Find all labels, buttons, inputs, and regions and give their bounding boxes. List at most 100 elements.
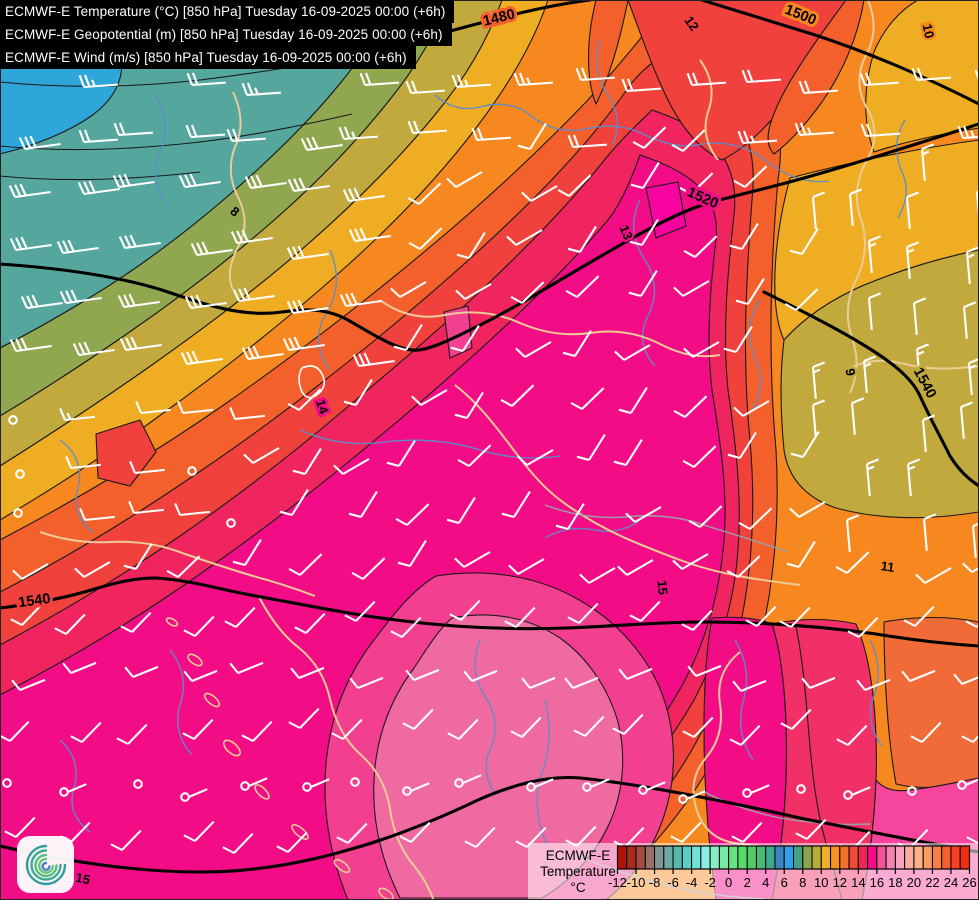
wind-barb-icon bbox=[727, 432, 757, 460]
wind-barb-icon bbox=[339, 292, 382, 308]
wind-barb-icon bbox=[681, 609, 713, 631]
wind-barb-icon bbox=[9, 236, 52, 252]
wind-barb-icon bbox=[732, 679, 767, 692]
wind-barb-icon bbox=[124, 665, 159, 678]
temperature-legend: ECMWF-E Temperature °C -12 -10 -8 -6 -4 -2 0 2 4… bbox=[528, 843, 979, 900]
legend-model-label: ECMWF-E bbox=[546, 848, 611, 863]
wind-barb-icon bbox=[906, 458, 921, 496]
wind-barb-icon bbox=[4, 816, 36, 838]
wind-barb-icon bbox=[567, 134, 607, 149]
wind-barb-icon bbox=[390, 616, 422, 638]
wind-barb-icon bbox=[905, 191, 920, 229]
wind-barb-icon bbox=[628, 270, 658, 298]
wind-barb-icon bbox=[344, 600, 376, 622]
wind-barb-icon bbox=[112, 173, 155, 189]
wind-barb-icon bbox=[117, 293, 160, 309]
legend-cell bbox=[746, 845, 757, 870]
wind-barb-icon bbox=[673, 395, 708, 418]
wind-barb-icon bbox=[451, 74, 491, 89]
wind-barb-icon bbox=[621, 78, 661, 93]
legend-tick-label: 24 bbox=[944, 875, 958, 890]
wind-barb-icon bbox=[965, 246, 979, 284]
wind-barb-icon bbox=[612, 713, 644, 735]
wind-barb-icon bbox=[738, 507, 773, 530]
wind-barb-icon bbox=[786, 541, 816, 569]
wind-barb-icon bbox=[457, 444, 492, 467]
wind-barb-icon bbox=[56, 239, 99, 255]
legend-cell bbox=[894, 845, 906, 870]
wind-barb-icon bbox=[113, 122, 153, 137]
calm-circle-icon bbox=[2, 778, 12, 788]
wind-barb-icon bbox=[795, 818, 827, 840]
wind-barb-icon bbox=[241, 720, 273, 742]
wind-barb-icon bbox=[447, 718, 479, 740]
wind-barb-icon bbox=[123, 543, 153, 571]
calm-circle-icon bbox=[226, 518, 236, 528]
wind-barb-icon bbox=[515, 341, 552, 358]
wind-barb-icon bbox=[342, 187, 385, 203]
wind-barb-icon bbox=[349, 676, 384, 689]
wind-barb-icon bbox=[182, 718, 214, 740]
wind-barb-icon bbox=[116, 723, 148, 745]
wind-barb-icon bbox=[348, 491, 378, 519]
legend-cell bbox=[617, 845, 628, 870]
wind-barb-icon bbox=[290, 666, 325, 679]
wind-barb-icon bbox=[567, 602, 599, 624]
wind-barb-icon bbox=[856, 678, 891, 691]
wind-barb-icon bbox=[959, 401, 974, 439]
wind-barb-icon bbox=[789, 228, 819, 256]
calm-stem bbox=[590, 778, 610, 788]
calm-circle-icon bbox=[796, 784, 806, 794]
wind-barb-icon bbox=[867, 235, 882, 273]
wind-barb-icon bbox=[54, 613, 86, 635]
wind-barb-icon bbox=[962, 556, 979, 573]
legend-cell bbox=[626, 845, 637, 870]
wind-barb-icon bbox=[683, 341, 720, 358]
legend-cell bbox=[718, 845, 730, 870]
wind-barb-icon bbox=[618, 667, 653, 680]
wind-barb-icon bbox=[671, 129, 706, 152]
wind-barb-icon bbox=[901, 669, 936, 682]
wind-barb-icon bbox=[336, 822, 368, 844]
wind-barb-icon bbox=[128, 501, 164, 515]
legend-cell bbox=[922, 845, 933, 870]
wind-barb-icon bbox=[455, 283, 492, 300]
wind-barb-icon bbox=[244, 174, 287, 190]
wind-barb-icon bbox=[65, 456, 101, 470]
legend-cell bbox=[765, 845, 776, 870]
wind-barb-icon bbox=[683, 235, 718, 258]
wind-barb-icon bbox=[276, 831, 308, 853]
wind-barb-icon bbox=[174, 503, 210, 517]
wind-barb-icon bbox=[12, 563, 49, 580]
wind-barb-icon bbox=[286, 299, 329, 315]
title-geopotential: ECMWF-E Geopotential (m) [850 hPa] Tuesd… bbox=[0, 23, 452, 46]
wind-barb-icon bbox=[618, 387, 648, 415]
calm-stem bbox=[851, 786, 871, 796]
wind-barb-icon bbox=[9, 337, 52, 353]
wind-barb-icon bbox=[343, 379, 373, 407]
legend-tick-label: -10 bbox=[627, 875, 646, 890]
wind-barb-icon bbox=[910, 721, 942, 743]
wind-barb-icon bbox=[670, 821, 702, 843]
wind-barb-icon bbox=[79, 508, 115, 522]
wind-barb-icon bbox=[450, 325, 480, 353]
wind-barb-icon bbox=[20, 294, 63, 310]
wind-barb-icon bbox=[789, 501, 826, 518]
wind-barb-icon bbox=[915, 343, 930, 381]
wind-barb-icon bbox=[282, 336, 325, 352]
wind-barb-icon bbox=[517, 123, 547, 151]
title-wind: ECMWF-E Wind (m/s) [850 hPa] Tuesday 16-… bbox=[0, 46, 416, 69]
storm-spiral-logo bbox=[17, 836, 74, 893]
wind-barb-icon bbox=[408, 227, 443, 250]
wind-barb-icon bbox=[687, 664, 722, 677]
wind-barb-icon bbox=[679, 172, 714, 195]
calm-circle-icon bbox=[907, 786, 917, 796]
wind-barb-icon bbox=[352, 352, 395, 368]
wind-barb-icon bbox=[183, 669, 218, 682]
wind-barb-icon bbox=[735, 278, 765, 306]
wind-barb-icon bbox=[784, 288, 819, 311]
wind-barb-icon bbox=[723, 326, 753, 354]
legend-colorbar bbox=[616, 845, 971, 870]
wind-barb-icon bbox=[405, 668, 440, 681]
